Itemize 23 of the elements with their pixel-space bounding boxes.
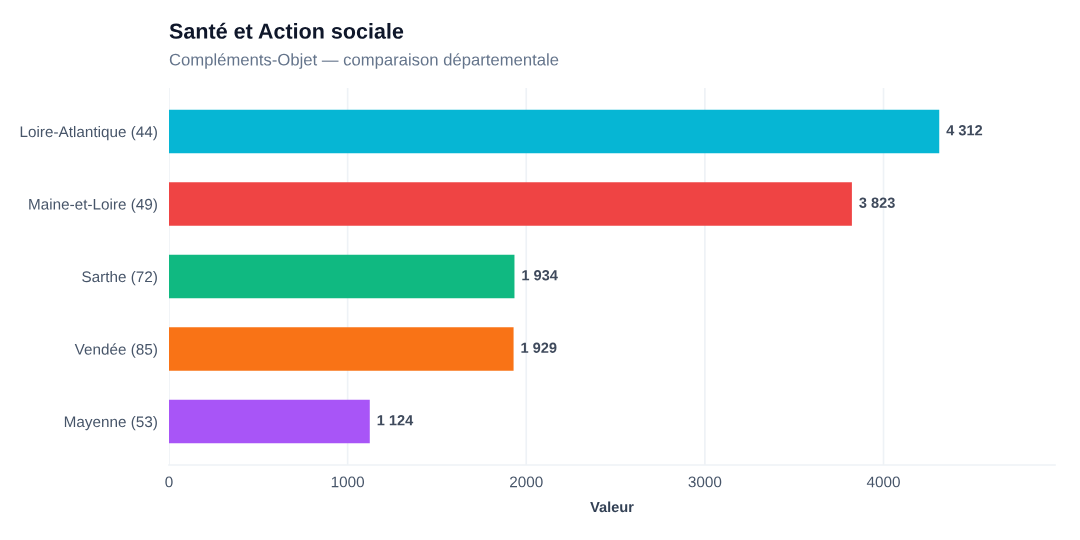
bar — [169, 327, 514, 371]
x-tick-label: 4000 — [866, 476, 900, 488]
x-tick-label: 2000 — [510, 476, 543, 488]
chart-title: Santé et Action sociale — [169, 22, 404, 39]
data-label: 1 934 — [522, 270, 558, 281]
data-label: 1 929 — [521, 342, 557, 353]
y-tick-label: Loire-Atlantique (44) — [20, 125, 157, 141]
bar — [169, 399, 370, 444]
y-tick-label: Mayenne (53) — [64, 415, 157, 431]
y-tick-label: Maine-et-Loire (49) — [29, 198, 157, 213]
bar — [169, 109, 940, 154]
chart-subtitle: Compléments-Objet — comparaison départementale — [169, 53, 559, 69]
x-tick-label: 1000 — [331, 476, 365, 488]
data-label: 3 823 — [859, 197, 895, 208]
bar — [169, 254, 515, 299]
x-tick-label: 0 — [165, 476, 173, 488]
data-label: 4 312 — [946, 125, 983, 136]
bar — [169, 182, 852, 226]
x-tick-label: 3000 — [688, 476, 722, 488]
y-tick-label: Vendée (85) — [74, 343, 157, 358]
x-axis-title: Valeur — [590, 501, 634, 513]
data-label: 1 124 — [377, 415, 414, 426]
y-tick-label: Sarthe (72) — [82, 270, 157, 286]
